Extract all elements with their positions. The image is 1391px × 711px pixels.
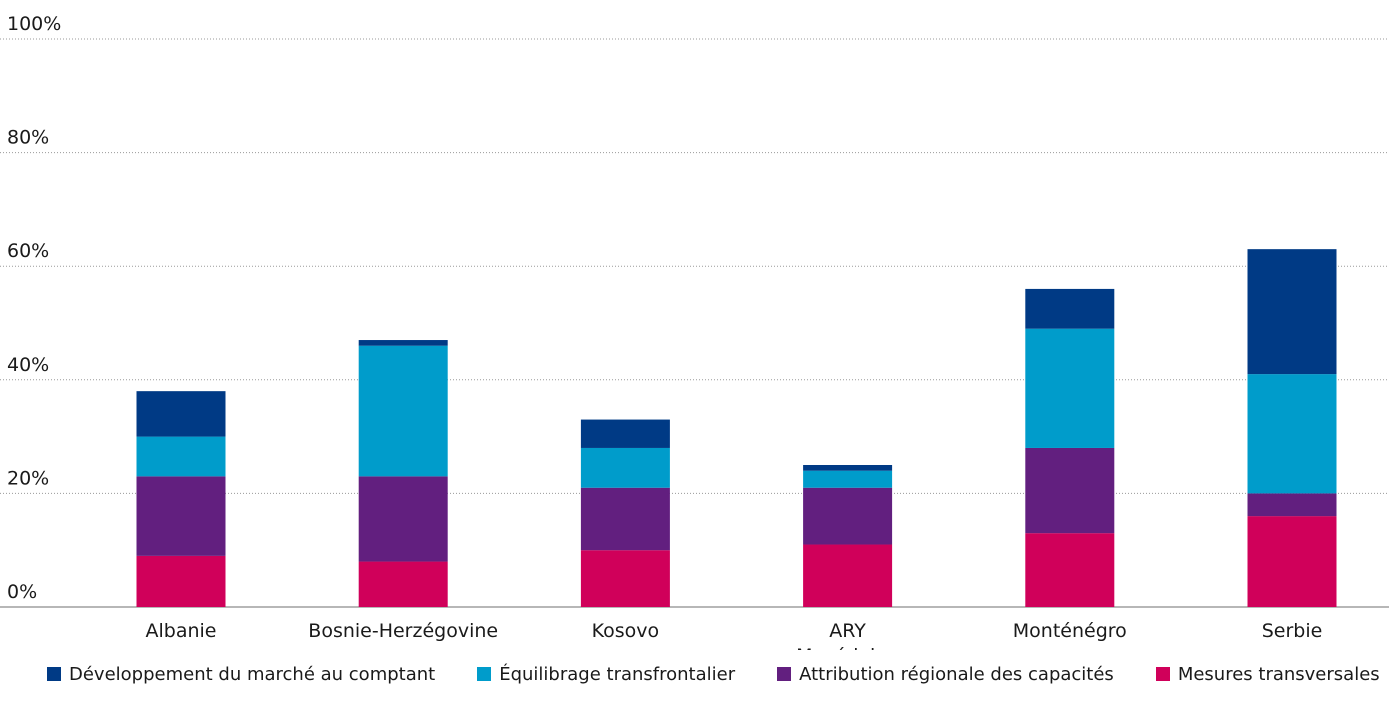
- bar-segment: [1025, 447, 1115, 534]
- x-tick-label: Monténégro: [1013, 620, 1127, 642]
- legend-swatch: [47, 667, 61, 681]
- bar-segment: [580, 487, 670, 551]
- legend-swatch: [777, 667, 792, 681]
- bar-segment: [136, 436, 226, 477]
- stacked-bar-chart: 0% 20% 40% 60% 80% 100% Albanie Bosnie-Herzégov…: [0, 13, 1389, 650]
- bar-segment: [580, 419, 670, 448]
- x-tick-label: Kosovo: [592, 620, 660, 642]
- y-tick-label: 60%: [7, 240, 49, 262]
- legend-item: Équilibrage transfrontalier: [477, 664, 735, 685]
- bar-segment: [358, 476, 448, 562]
- y-tick-label: 20%: [7, 467, 49, 489]
- bar-segment: [1025, 533, 1115, 607]
- bar-segment: [358, 345, 448, 477]
- bar-segment: [1025, 328, 1115, 448]
- bar-segment: [1247, 249, 1337, 375]
- bar-segment: [803, 470, 893, 488]
- legend-swatch: [1155, 667, 1170, 681]
- y-tick-label: 80%: [7, 127, 49, 149]
- x-tick-label: ARYMacédoine: [796, 620, 899, 650]
- y-tick-label: 40%: [7, 354, 49, 376]
- bar-segment: [358, 340, 448, 346]
- bar-segment: [803, 544, 893, 607]
- legend-item: Mesures transversales: [1155, 663, 1380, 685]
- legend-label: Mesures transversales: [1177, 663, 1380, 685]
- bar-segment: [358, 561, 448, 607]
- legend-swatch: [477, 667, 492, 681]
- bar-segment: [1247, 516, 1337, 607]
- bars: [136, 249, 1337, 607]
- bar-segment: [803, 487, 893, 545]
- legend-item: Attribution régionale des capacités: [777, 664, 1114, 685]
- x-tick-label: Albanie: [146, 620, 217, 642]
- legend-item: Développement du marché au comptant: [47, 664, 435, 685]
- bar-segment: [803, 465, 893, 471]
- bar-segment: [1025, 288, 1115, 329]
- y-tick-label: 0%: [7, 581, 37, 603]
- bar-segment: [136, 555, 226, 607]
- bar-segment: [580, 447, 670, 488]
- legend-label: Équilibrage transfrontalier: [499, 663, 736, 685]
- bar-segment: [136, 391, 226, 437]
- legend: Développement du marché au comptant Équil…: [47, 659, 1380, 689]
- bar-segment: [580, 550, 670, 607]
- legend-label: Développement du marché au comptant: [69, 663, 436, 685]
- bar-segment: [1247, 493, 1337, 517]
- bar-segment: [1247, 374, 1337, 494]
- y-tick-label: 100%: [7, 13, 61, 35]
- gridlines: [0, 38, 1389, 608]
- x-tick-label: Bosnie-Herzégovine: [308, 620, 498, 642]
- bar-segment: [136, 476, 226, 556]
- x-tick-label: Serbie: [1262, 620, 1323, 642]
- axis-labels: 0% 20% 40% 60% 80% 100% Albanie Bosnie-Herzégov…: [7, 13, 1322, 650]
- legend-label: Attribution régionale des capacités: [799, 663, 1114, 685]
